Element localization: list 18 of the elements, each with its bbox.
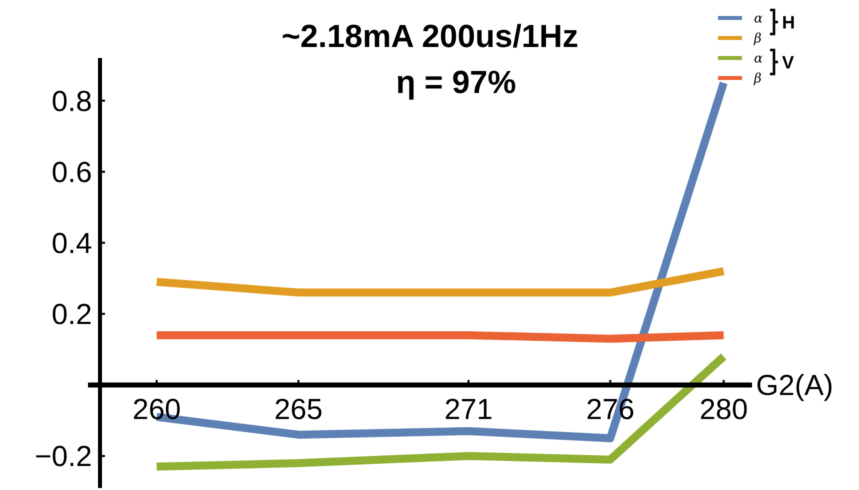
y-tick-label: 0.2 bbox=[52, 299, 92, 332]
x-tick-label: 260 bbox=[132, 394, 181, 426]
y-tick-label: 0.6 bbox=[52, 156, 92, 189]
x-axis-title: G2(A) bbox=[756, 370, 834, 402]
legend-label: β bbox=[753, 32, 762, 47]
legend-label: α bbox=[754, 52, 763, 67]
y-tick-label: 0.8 bbox=[52, 86, 92, 118]
x-tick-label: 265 bbox=[274, 394, 323, 426]
legend-label: β bbox=[753, 72, 762, 87]
text: H bbox=[782, 12, 795, 32]
legend-label: α bbox=[754, 12, 763, 27]
x-tick-label: 271 bbox=[444, 394, 493, 426]
text: V bbox=[782, 52, 794, 72]
chart-title: ~2.18mA 200us/1Hz bbox=[282, 18, 578, 54]
x-tick-label: 280 bbox=[699, 394, 748, 426]
y-tick-label: −0.2 bbox=[34, 441, 92, 474]
chart-subtitle: η = 97% bbox=[396, 64, 516, 100]
y-tick-label: 0.4 bbox=[52, 228, 92, 260]
